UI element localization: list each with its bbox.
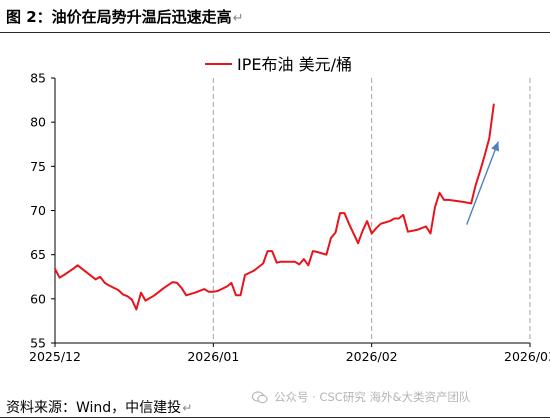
- source-note-text: 资料来源：Wind，中信建投: [6, 400, 182, 416]
- watermark: 公众号 · CSC研究 海外&大类资产团队: [252, 389, 470, 405]
- y-axis-ticks: 55 60 65 70 75 80 85: [30, 71, 55, 351]
- x-tick-label: 2026/02: [346, 349, 398, 364]
- plot-frame: [54, 78, 530, 344]
- y-tick-label: 80: [30, 115, 46, 130]
- series-line: [54, 103, 495, 311]
- trend-arrow-shaft: [466, 141, 499, 225]
- figure-title-text: 图 2：油价在局势升温后迅速走高: [6, 8, 232, 26]
- series-layer: [54, 103, 495, 311]
- legend: IPE布油 美元/桶: [205, 55, 352, 74]
- annotation-layer: [466, 141, 500, 225]
- title-divider: [0, 32, 550, 33]
- x-axis-ticks: 2025/12 2026/01 2026/02 2026/03: [29, 343, 550, 364]
- y-tick-label: 75: [30, 159, 46, 174]
- y-tick-label: 65: [30, 247, 46, 262]
- x-tick-label: 2025/12: [29, 349, 81, 364]
- y-tick-label: 85: [30, 71, 46, 86]
- return-mark-icon: ↵: [232, 11, 244, 26]
- y-tick-label: 70: [30, 203, 46, 218]
- trend-arrow-head: [491, 141, 500, 152]
- return-mark-icon: ↵: [182, 401, 193, 415]
- figure-title: 图 2：油价在局势升温后迅速走高↵: [6, 6, 244, 27]
- legend-label: IPE布油 美元/桶: [237, 55, 352, 74]
- y-tick-label: 55: [30, 336, 46, 351]
- source-note: 资料来源：Wind，中信建投↵: [6, 397, 192, 417]
- bottom-divider: [0, 417, 550, 418]
- month-divider-lines: [212, 78, 531, 343]
- y-tick-label: 60: [30, 291, 46, 306]
- watermark-text: 公众号 · CSC研究 海外&大类资产团队: [274, 390, 471, 404]
- x-tick-label: 2026/03: [504, 349, 550, 364]
- wechat-icon: [252, 390, 268, 403]
- x-tick-label: 2026/01: [187, 349, 239, 364]
